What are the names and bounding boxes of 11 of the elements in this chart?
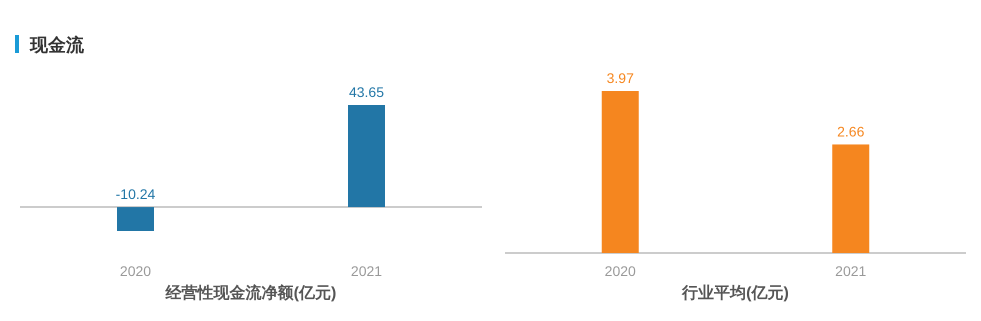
x-tick-label: 2020 [604, 263, 636, 279]
x-tick-label: 2021 [350, 263, 382, 279]
x-tick-label: 2021 [835, 263, 867, 279]
data-label: 43.65 [348, 84, 384, 100]
x-axis-title: 行业平均(亿元) [681, 284, 789, 302]
data-label: 3.97 [606, 70, 634, 86]
x-axis-title: 经营性现金流净额(亿元) [164, 283, 336, 302]
data-label: 2.66 [837, 123, 865, 140]
chart-title: 现金流 [29, 35, 85, 55]
x-tick-label: 2020 [120, 263, 152, 279]
data-label: -10.24 [116, 186, 156, 202]
